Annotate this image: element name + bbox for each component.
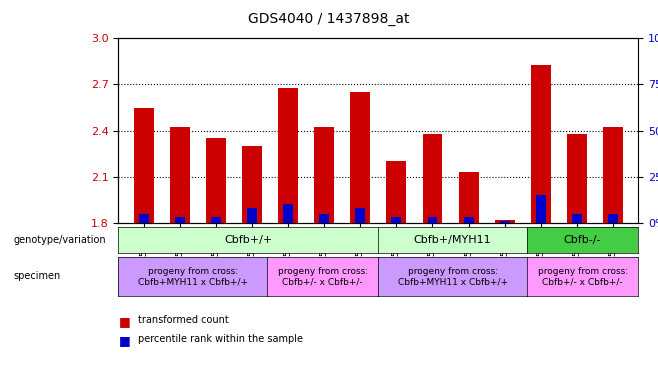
Bar [459, 172, 478, 223]
Bar [499, 221, 510, 223]
Text: ■: ■ [118, 334, 130, 347]
Bar [139, 214, 149, 223]
Bar [315, 127, 334, 223]
Text: transformed count: transformed count [138, 315, 229, 325]
Bar [319, 214, 329, 223]
Text: progeny from cross:
Cbfb+MYH11 x Cbfb+/+: progeny from cross: Cbfb+MYH11 x Cbfb+/+ [138, 267, 247, 286]
Bar [278, 88, 298, 223]
Text: ■: ■ [118, 315, 130, 328]
Bar [247, 208, 257, 223]
Text: percentile rank within the sample: percentile rank within the sample [138, 334, 303, 344]
Text: progeny from cross:
Cbfb+/- x Cbfb+/-: progeny from cross: Cbfb+/- x Cbfb+/- [278, 267, 368, 286]
Bar [283, 204, 293, 223]
Text: Cbfb-/-: Cbfb-/- [564, 235, 601, 245]
Bar [567, 134, 587, 223]
Text: progeny from cross:
Cbfb+MYH11 x Cbfb+/+: progeny from cross: Cbfb+MYH11 x Cbfb+/+ [397, 267, 507, 286]
Text: specimen: specimen [13, 271, 61, 281]
Bar [392, 217, 401, 223]
Bar [603, 127, 623, 223]
Bar [211, 217, 221, 223]
Bar [464, 217, 474, 223]
Bar [134, 108, 153, 223]
Bar [422, 134, 442, 223]
Bar [386, 161, 407, 223]
Bar [206, 138, 226, 223]
Text: genotype/variation: genotype/variation [13, 235, 106, 245]
Bar [495, 220, 515, 223]
Bar [428, 217, 438, 223]
Bar [572, 214, 582, 223]
Bar [536, 195, 545, 223]
Text: Cbfb+/MYH11: Cbfb+/MYH11 [414, 235, 492, 245]
Text: progeny from cross:
Cbfb+/- x Cbfb+/-: progeny from cross: Cbfb+/- x Cbfb+/- [538, 267, 628, 286]
Bar [608, 214, 618, 223]
Bar [350, 92, 370, 223]
Bar [355, 208, 365, 223]
Bar [242, 146, 262, 223]
Bar [531, 65, 551, 223]
Text: Cbfb+/+: Cbfb+/+ [224, 235, 272, 245]
Bar [170, 127, 190, 223]
Text: GDS4040 / 1437898_at: GDS4040 / 1437898_at [248, 12, 410, 25]
Bar [175, 217, 185, 223]
